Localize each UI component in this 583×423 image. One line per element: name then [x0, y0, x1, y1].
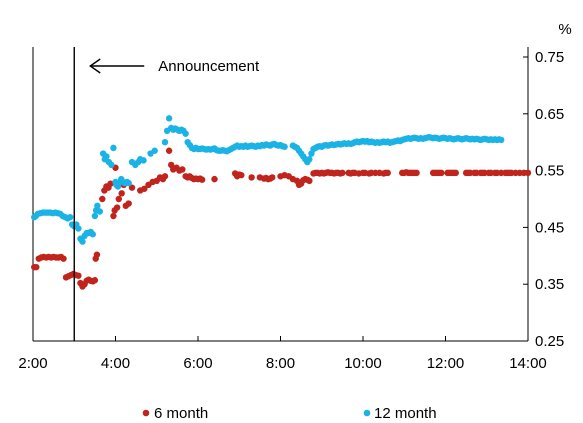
data-point [110, 212, 117, 220]
data-point [182, 130, 189, 137]
data-point [103, 153, 110, 160]
x-tick-label: 6:00 [183, 355, 212, 372]
data-point [306, 177, 313, 185]
legend-label: 6 month [154, 405, 208, 422]
x-tick-label: 14:00 [509, 355, 547, 372]
data-point [110, 144, 117, 152]
data-point [91, 277, 99, 284]
data-point [115, 195, 123, 203]
data-point [75, 225, 82, 232]
y-tick-label: 0.35 [535, 276, 564, 293]
y-tick-label: 0.75 [535, 49, 564, 66]
legend-marker [363, 409, 371, 417]
data-point [89, 231, 97, 238]
y-tick-label: 0.55 [535, 163, 564, 180]
data-point [198, 176, 206, 183]
data-point [179, 166, 186, 173]
data-point [161, 173, 169, 180]
x-tick-label: 2:00 [18, 355, 47, 372]
legend-label: 12 month [374, 405, 437, 422]
x-tick-label: 4:00 [101, 355, 130, 372]
data-point [151, 147, 158, 154]
data-point [99, 195, 106, 203]
data-point [66, 213, 74, 221]
data-point [118, 190, 125, 197]
data-point [91, 212, 99, 220]
x-axis-ticks: 2:00 4:00 6:00 8:00 10:00 12:00 14:00 [18, 336, 547, 372]
data-point [107, 180, 114, 187]
data-point [128, 184, 136, 191]
data-point [125, 179, 132, 187]
announcement-label: Announcement [158, 58, 260, 75]
data-point [248, 174, 255, 181]
announcement-arrow-head [89, 58, 101, 74]
data-point [438, 169, 445, 177]
y-tick-label: 0.25 [535, 333, 564, 350]
data-point [165, 147, 173, 154]
y-tick-label: 0.65 [535, 106, 564, 123]
data-point [497, 136, 505, 144]
data-point [113, 204, 121, 211]
data-point [384, 169, 391, 177]
data-point [60, 255, 67, 262]
data-point [108, 161, 115, 169]
plot-frame [32, 47, 529, 342]
data-point [165, 115, 173, 122]
series-group [31, 147, 532, 290]
data-point [75, 272, 82, 279]
y-tick-label: 0.45 [535, 219, 564, 236]
y-axis-unit-label: % [558, 21, 571, 38]
data-point [269, 174, 276, 181]
data-point [452, 169, 460, 177]
x-tick-label: 12:00 [427, 355, 465, 372]
legend: 6 month 12 month [142, 405, 437, 422]
legend-marker [142, 409, 150, 417]
data-points-layer [31, 115, 532, 290]
data-point [238, 171, 245, 179]
data-point [33, 263, 40, 271]
data-point [125, 200, 132, 207]
data-point [96, 208, 104, 215]
data-point [339, 169, 346, 177]
data-point [79, 238, 86, 245]
data-point [211, 175, 218, 183]
data-point [94, 202, 101, 210]
announcement-annotation: Announcement [73, 47, 260, 341]
data-point [141, 185, 148, 192]
data-point [140, 157, 147, 164]
x-tick-label: 8:00 [266, 355, 295, 372]
series-group [31, 115, 505, 245]
data-point [524, 169, 532, 177]
data-point [161, 139, 169, 146]
x-tick-label: 10:00 [344, 355, 382, 372]
data-point [93, 251, 101, 258]
y-axis-ticks: 0.25 0.35 0.45 0.55 0.65 0.75 [523, 49, 564, 350]
data-point [413, 169, 420, 177]
data-point [306, 156, 313, 163]
data-point [281, 143, 288, 150]
